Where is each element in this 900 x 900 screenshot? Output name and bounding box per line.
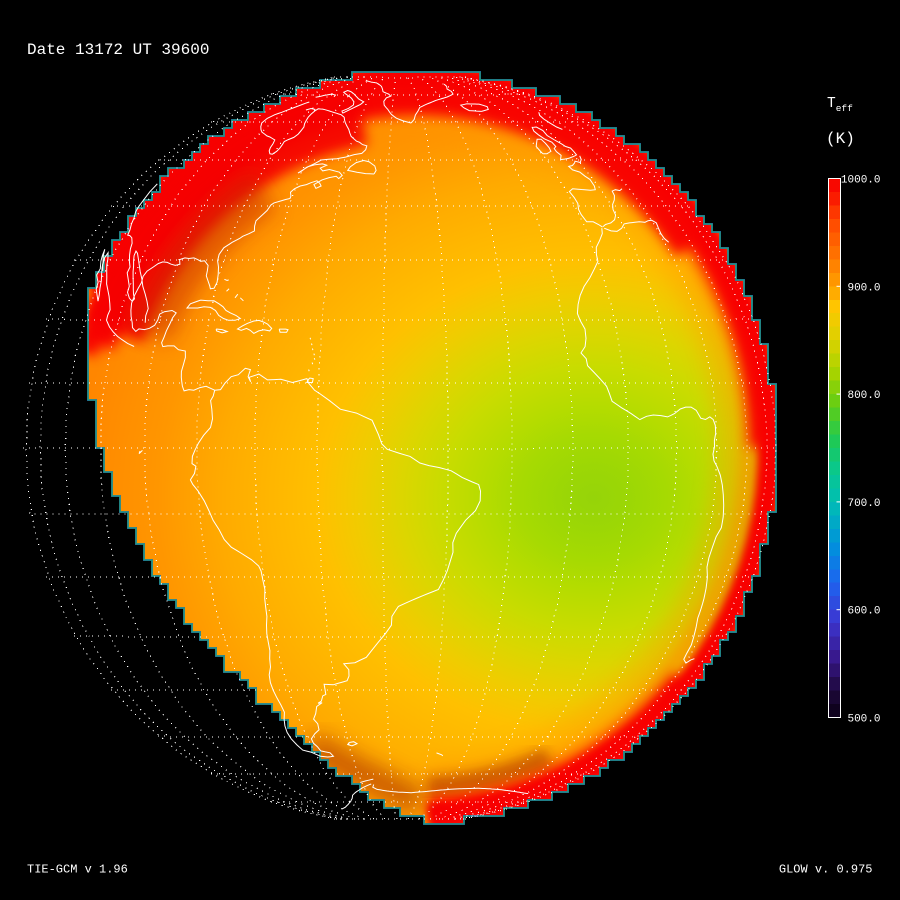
svg-text:1000.0: 1000.0 xyxy=(841,175,881,187)
svg-text:800.0: 800.0 xyxy=(847,390,880,402)
svg-text:Date 13172 UT 39600: Date 13172 UT 39600 xyxy=(27,41,209,59)
svg-text:TIE-GCM v 1.96: TIE-GCM v 1.96 xyxy=(27,863,128,877)
svg-text:500.0: 500.0 xyxy=(847,714,880,726)
svg-text:(K): (K) xyxy=(826,130,855,148)
svg-text:600.0: 600.0 xyxy=(847,606,880,618)
svg-text:900.0: 900.0 xyxy=(847,282,880,294)
svg-text:700.0: 700.0 xyxy=(847,498,880,510)
svg-text:GLOW v. 0.975: GLOW v. 0.975 xyxy=(779,863,873,877)
